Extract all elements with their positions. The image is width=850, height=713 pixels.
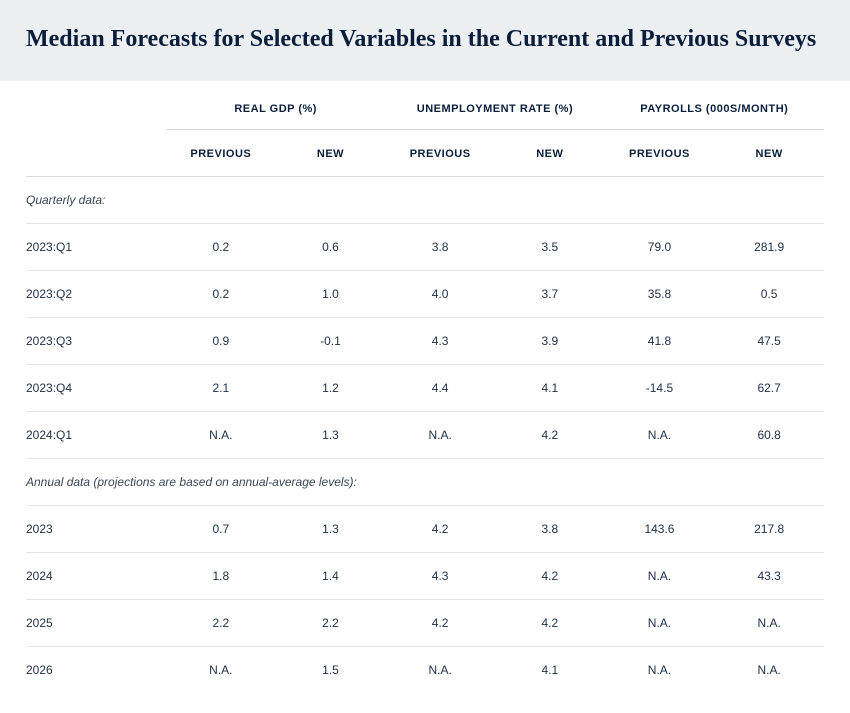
row-label: 2025 <box>26 600 166 647</box>
group-header: UNEMPLOYMENT RATE (%) <box>385 81 604 130</box>
cell: 41.8 <box>605 318 715 365</box>
cell: 1.2 <box>276 365 386 412</box>
sub-header-row: PREVIOUS NEW PREVIOUS NEW PREVIOUS NEW <box>26 130 824 177</box>
cell: N.A. <box>714 647 824 694</box>
col-header-new: NEW <box>276 130 386 177</box>
table-row: 2023:Q2 0.2 1.0 4.0 3.7 35.8 0.5 <box>26 271 824 318</box>
cell: N.A. <box>605 647 715 694</box>
col-header-new: NEW <box>495 130 605 177</box>
table-container: REAL GDP (%) UNEMPLOYMENT RATE (%) PAYRO… <box>0 81 850 713</box>
cell: -0.1 <box>276 318 386 365</box>
cell: 4.2 <box>495 412 605 459</box>
forecast-table: REAL GDP (%) UNEMPLOYMENT RATE (%) PAYRO… <box>26 81 824 693</box>
section-heading: Annual data (projections are based on an… <box>26 459 824 506</box>
cell: 0.2 <box>166 271 276 318</box>
cell: 79.0 <box>605 224 715 271</box>
row-label: 2024 <box>26 553 166 600</box>
row-label: 2023:Q1 <box>26 224 166 271</box>
cell: N.A. <box>166 647 276 694</box>
cell: 1.8 <box>166 553 276 600</box>
cell: 4.2 <box>495 600 605 647</box>
cell: N.A. <box>714 600 824 647</box>
cell: 47.5 <box>714 318 824 365</box>
cell: 4.2 <box>495 553 605 600</box>
cell: 4.4 <box>385 365 495 412</box>
cell: N.A. <box>605 412 715 459</box>
cell: 3.8 <box>495 506 605 553</box>
cell: 1.5 <box>276 647 386 694</box>
cell: 60.8 <box>714 412 824 459</box>
title-band: Median Forecasts for Selected Variables … <box>0 0 850 81</box>
cell: 217.8 <box>714 506 824 553</box>
page-title: Median Forecasts for Selected Variables … <box>26 24 824 55</box>
table-row: 2025 2.2 2.2 4.2 4.2 N.A. N.A. <box>26 600 824 647</box>
cell: -14.5 <box>605 365 715 412</box>
group-header-row: REAL GDP (%) UNEMPLOYMENT RATE (%) PAYRO… <box>26 81 824 130</box>
cell: 2.2 <box>276 600 386 647</box>
cell: 3.7 <box>495 271 605 318</box>
cell: 1.0 <box>276 271 386 318</box>
table-row: 2026 N.A. 1.5 N.A. 4.1 N.A. N.A. <box>26 647 824 694</box>
table-row: 2023:Q4 2.1 1.2 4.4 4.1 -14.5 62.7 <box>26 365 824 412</box>
cell: 1.4 <box>276 553 386 600</box>
cell: 0.2 <box>166 224 276 271</box>
cell: 0.7 <box>166 506 276 553</box>
cell: 0.5 <box>714 271 824 318</box>
table-row: 2024:Q1 N.A. 1.3 N.A. 4.2 N.A. 60.8 <box>26 412 824 459</box>
row-label: 2024:Q1 <box>26 412 166 459</box>
col-header-previous: PREVIOUS <box>385 130 495 177</box>
cell: 4.3 <box>385 318 495 365</box>
cell: 4.0 <box>385 271 495 318</box>
cell: 3.8 <box>385 224 495 271</box>
table-body: Quarterly data: 2023:Q1 0.2 0.6 3.8 3.5 … <box>26 177 824 694</box>
col-header-previous: PREVIOUS <box>605 130 715 177</box>
col-header-new: NEW <box>714 130 824 177</box>
cell: N.A. <box>605 553 715 600</box>
row-label: 2026 <box>26 647 166 694</box>
col-header-previous: PREVIOUS <box>166 130 276 177</box>
blank-header <box>26 130 166 177</box>
cell: 4.2 <box>385 600 495 647</box>
row-label: 2023:Q3 <box>26 318 166 365</box>
cell: 43.3 <box>714 553 824 600</box>
group-header: PAYROLLS (000S/MONTH) <box>605 81 824 130</box>
section-heading-row: Annual data (projections are based on an… <box>26 459 824 506</box>
cell: 4.1 <box>495 365 605 412</box>
table-row: 2023 0.7 1.3 4.2 3.8 143.6 217.8 <box>26 506 824 553</box>
row-label: 2023:Q2 <box>26 271 166 318</box>
cell: 4.1 <box>495 647 605 694</box>
cell: 1.3 <box>276 506 386 553</box>
cell: 62.7 <box>714 365 824 412</box>
section-heading-row: Quarterly data: <box>26 177 824 224</box>
cell: 143.6 <box>605 506 715 553</box>
cell: 4.2 <box>385 506 495 553</box>
row-label: 2023:Q4 <box>26 365 166 412</box>
cell: 281.9 <box>714 224 824 271</box>
cell: 3.9 <box>495 318 605 365</box>
blank-header <box>26 81 166 130</box>
cell: 0.9 <box>166 318 276 365</box>
table-row: 2023:Q3 0.9 -0.1 4.3 3.9 41.8 47.5 <box>26 318 824 365</box>
cell: N.A. <box>605 600 715 647</box>
table-row: 2024 1.8 1.4 4.3 4.2 N.A. 43.3 <box>26 553 824 600</box>
cell: 4.3 <box>385 553 495 600</box>
cell: 2.2 <box>166 600 276 647</box>
cell: 0.6 <box>276 224 386 271</box>
cell: 2.1 <box>166 365 276 412</box>
group-header: REAL GDP (%) <box>166 81 385 130</box>
row-label: 2023 <box>26 506 166 553</box>
cell: N.A. <box>385 412 495 459</box>
table-row: 2023:Q1 0.2 0.6 3.8 3.5 79.0 281.9 <box>26 224 824 271</box>
section-heading: Quarterly data: <box>26 177 824 224</box>
cell: N.A. <box>385 647 495 694</box>
cell: 1.3 <box>276 412 386 459</box>
cell: 35.8 <box>605 271 715 318</box>
cell: N.A. <box>166 412 276 459</box>
cell: 3.5 <box>495 224 605 271</box>
